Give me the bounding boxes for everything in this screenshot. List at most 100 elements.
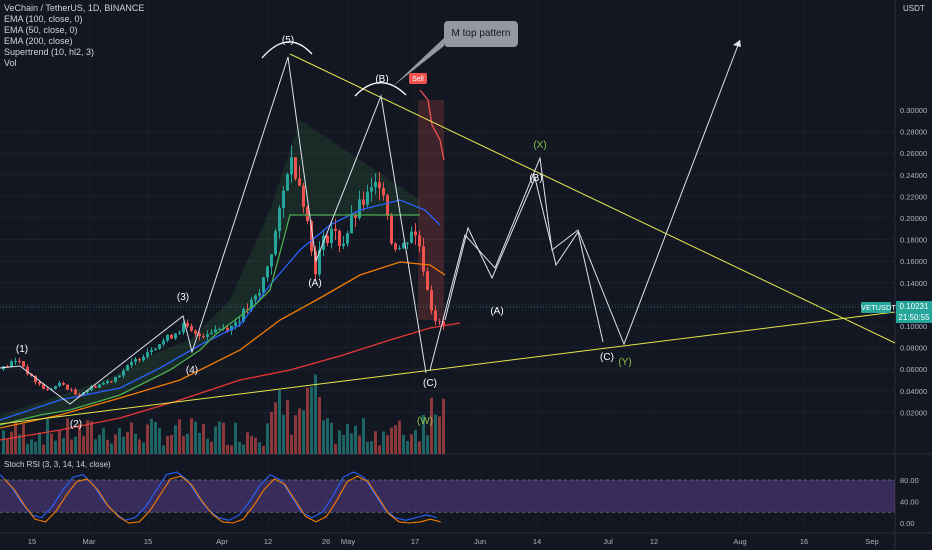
wave-label: (4)	[186, 365, 198, 376]
ema100-line	[0, 261, 446, 429]
candle-body	[434, 310, 437, 321]
candle-body	[442, 321, 445, 326]
volume-bar	[426, 435, 429, 454]
volume-bar	[366, 441, 369, 454]
time-tick-label: 12	[650, 537, 658, 546]
currency-label[interactable]: USDT	[903, 4, 925, 13]
candle-body	[130, 361, 133, 366]
last-price-value: 0.10231	[899, 302, 929, 311]
candle-body	[134, 359, 137, 362]
wave-label: (C)	[423, 378, 437, 389]
candle-body	[310, 220, 313, 252]
volume-bar	[210, 441, 213, 454]
candle-body	[426, 271, 429, 291]
volume-bar	[286, 399, 289, 454]
candle-body	[370, 187, 373, 192]
candle-body	[330, 228, 333, 243]
volume-bar	[38, 432, 41, 454]
price-tick-label: 0.02000	[900, 408, 927, 417]
volume-bar	[250, 436, 253, 454]
time-tick-label: Mar	[83, 537, 96, 546]
volume-bar	[234, 422, 237, 454]
candle-body	[294, 157, 297, 179]
price-tick-label: 0.18000	[900, 236, 927, 245]
volume-bar	[430, 397, 433, 454]
volume-bar	[338, 430, 341, 454]
legend-supertrend[interactable]: Supertrend (10, hl2, 3)	[4, 47, 95, 57]
callout-pointer	[392, 38, 444, 87]
stoch-k-line	[0, 471, 437, 521]
volume-bar	[142, 442, 145, 454]
candle-body	[94, 386, 97, 388]
volume-bar	[202, 423, 205, 454]
candle-body	[18, 360, 21, 362]
candle-body	[22, 361, 25, 367]
volume-bar	[258, 442, 261, 454]
volume-bar	[2, 430, 5, 454]
legend-ema50[interactable]: EMA (50, close, 0)	[4, 25, 78, 35]
projection-wxy-path	[429, 39, 741, 371]
candle-body	[346, 233, 349, 244]
wave-label: (B)	[375, 74, 388, 85]
candle-body	[166, 334, 169, 341]
volume-bar	[46, 418, 49, 454]
candle-body	[238, 321, 241, 323]
candle-body	[102, 382, 105, 385]
volume-bar	[58, 430, 61, 454]
legend-ema100[interactable]: EMA (100, close, 0)	[4, 14, 83, 24]
time-tick-label: 16	[800, 537, 808, 546]
m-top-callout[interactable]: M top pattern	[444, 21, 518, 47]
candle-body	[378, 182, 381, 189]
legend-ema200[interactable]: EMA (200, close)	[4, 36, 73, 46]
volume-bar	[298, 408, 301, 454]
volume-bar	[370, 441, 373, 454]
time-tick-label: 15	[28, 537, 36, 546]
time-tick-label: Jun	[474, 537, 486, 546]
candle-body	[54, 386, 57, 389]
candle-body	[334, 228, 337, 231]
volume-bar	[414, 430, 417, 454]
candle-body	[250, 299, 253, 310]
stoch-rsi-legend[interactable]: Stoch RSI (3, 3, 14, 14, close)	[4, 460, 111, 469]
candle-body	[226, 327, 229, 331]
volume-bar	[290, 434, 293, 454]
candle-body	[106, 381, 109, 383]
time-tick-label: 14	[533, 537, 541, 546]
candle-body	[146, 352, 149, 357]
volume-bar	[82, 436, 85, 454]
time-tick-label: 17	[411, 537, 419, 546]
volume-bar	[266, 423, 269, 454]
time-tick-label: 26	[322, 537, 330, 546]
volume-bar	[6, 439, 9, 454]
volume-bar	[146, 424, 149, 454]
volume-bar	[310, 386, 313, 454]
volume-bar	[166, 435, 169, 454]
candle-body	[202, 336, 205, 338]
wave-label: (B)	[529, 173, 542, 184]
price-tick-label: 0.10000	[900, 322, 927, 331]
price-tick-label: 0.04000	[900, 387, 927, 396]
candle-body	[302, 185, 305, 207]
wave-label: (1)	[16, 344, 28, 355]
candle-body	[270, 254, 273, 267]
ema50-line	[0, 199, 441, 421]
symbol-title[interactable]: VeChain / TetherUS, 1D, BINANCE	[4, 3, 145, 13]
legend-vol[interactable]: Vol	[4, 58, 17, 68]
price-axis: 0.28000 0.26000 0.24000 0.22000 0.20000 0.180…	[900, 106, 927, 417]
candle-body	[6, 366, 9, 368]
volume-bar	[386, 435, 389, 454]
candle-body	[154, 348, 157, 351]
price-tick-label: 0.14000	[900, 279, 927, 288]
indicator-legend: VeChain / TetherUS, 1D, BINANCE EMA (100…	[4, 3, 144, 69]
candle-body	[178, 332, 181, 334]
volume-bar	[22, 424, 25, 454]
volume-bar	[98, 434, 101, 454]
projection-arrow-head	[733, 40, 741, 47]
volume-bar	[190, 418, 193, 454]
candle-body	[158, 344, 161, 349]
volume-bar	[74, 436, 77, 454]
stoch-tick-label: 80.00	[900, 476, 919, 485]
price-tick-label: 0.16000	[900, 257, 927, 266]
volume-bar	[410, 434, 413, 454]
